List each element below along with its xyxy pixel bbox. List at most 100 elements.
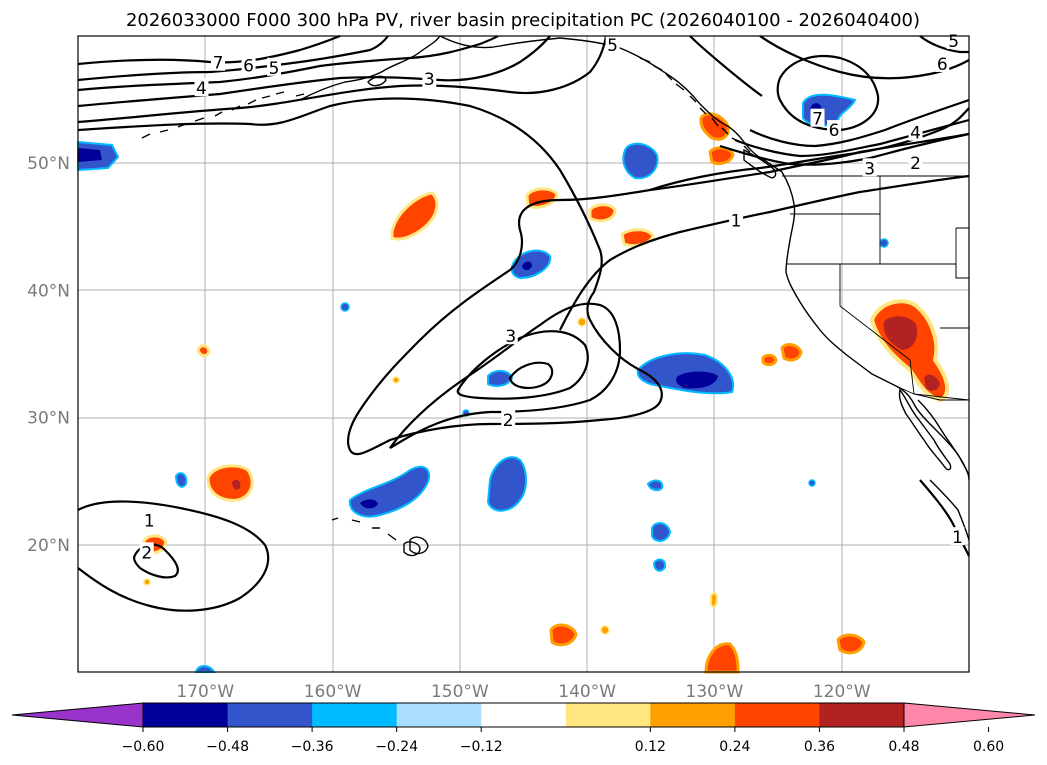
- contour-label: 3: [424, 70, 435, 90]
- colorbar-label: 0.48: [888, 739, 919, 755]
- pv-contour-3-west: [77, 35, 608, 124]
- colorbar-swatch: [819, 703, 905, 727]
- precip-pos-blob-bc-coast-2: [708, 146, 735, 166]
- contour-label: 5: [948, 32, 959, 52]
- pv-contour-1-southeast: [919, 479, 970, 557]
- lat-label: 40°N: [27, 281, 70, 301]
- colorbar-over-extension: [903, 702, 1036, 728]
- pv-contour-6-east: [749, 98, 970, 148]
- colorbar-swatch: [312, 703, 398, 727]
- lat-label: 20°N: [27, 536, 70, 556]
- colorbar-label: 0.36: [804, 739, 835, 755]
- precip-pos-blob-35n-w: [196, 344, 211, 358]
- precip-pos-dot-4: [143, 578, 151, 586]
- lon-label: 150°W: [431, 682, 489, 702]
- precip-neg-blob-25n: [486, 456, 527, 512]
- contour-label-bg: [211, 52, 226, 71]
- precip-pos-blob-bc-coast: [699, 112, 730, 141]
- pv-contour-6-west: [77, 35, 389, 82]
- colorbar-label: 0.24: [719, 739, 750, 755]
- precip-neg-dot-4: [808, 479, 816, 487]
- pv-contour-5-west: [77, 35, 499, 92]
- precip-neg-blob-gulf-bc: [622, 142, 659, 180]
- graticule: [78, 36, 969, 672]
- precip-pos-dot-3: [392, 376, 400, 384]
- hawaii-big-island: [409, 536, 429, 555]
- precip-neg-blob-24n: [646, 479, 664, 492]
- pv-contour-4-east: [734, 118, 970, 158]
- nv-border: [839, 264, 911, 361]
- precip-pos-blob-13n-b: [836, 633, 866, 655]
- colorbar-under-extension: [11, 702, 144, 728]
- colorbar-swatch: [650, 703, 736, 727]
- lon-label: 170°W: [176, 682, 234, 702]
- contour-label-bg: [810, 108, 825, 127]
- precip-pos-dot-2: [600, 625, 610, 635]
- contour-label-bg: [267, 57, 282, 76]
- contour-label: 1: [952, 528, 963, 548]
- lon-label: 160°W: [304, 682, 362, 702]
- pv-contour-1-southwest: [77, 500, 270, 612]
- contour-label-bg: [729, 210, 744, 229]
- pv-contour-4-inner: [508, 361, 554, 389]
- contour-label-bg: [862, 158, 877, 177]
- precip-pos-blob-25n-core: [232, 480, 241, 490]
- lon-label: 130°W: [686, 682, 744, 702]
- map-title: 2026033000 F000 300 hPa PV, river basin …: [126, 10, 920, 31]
- colorbar-swatch: [227, 703, 313, 727]
- contour-label: 3: [864, 159, 875, 179]
- precip-neg-dot-1: [340, 302, 350, 312]
- precip-pos-blob-35n-b: [761, 353, 778, 367]
- colorbar-swatch: [481, 703, 567, 727]
- pv-contour-2-main: [77, 97, 970, 456]
- contour-label: 3: [505, 327, 516, 347]
- precip-pos-blob-california-core: [883, 316, 918, 350]
- pv-contour-7-west: [77, 34, 341, 66]
- contour-label-bg: [422, 69, 437, 88]
- contour-label: 6: [937, 55, 948, 75]
- lat-label: 50°N: [27, 154, 70, 174]
- lat-label: 30°N: [27, 409, 70, 429]
- pv-contour-2-southwest: [132, 543, 179, 579]
- precip-neg-blob-west-edge-core: [78, 148, 102, 162]
- precip-pos-blob-25n: [206, 464, 254, 502]
- colorbar-label: −0.36: [291, 739, 334, 755]
- pv-contour-4-west: [77, 35, 551, 108]
- precip-neg-blob-43n-core: [522, 261, 532, 271]
- contour-label: 7: [812, 110, 823, 130]
- contour-label-bg: [827, 120, 842, 139]
- colorbar-label: −0.60: [122, 739, 165, 755]
- precip-pos-blob-46n: [588, 203, 617, 223]
- map-frame: [78, 36, 969, 672]
- contour-label-bg: [935, 53, 950, 72]
- contour-label: 7: [213, 54, 224, 74]
- contour-label: 5: [269, 59, 280, 79]
- contour-label: 2: [503, 411, 514, 431]
- colorbar-label: −0.48: [206, 739, 249, 755]
- us-mexico-border: [895, 385, 969, 401]
- pv-contours: [77, 34, 970, 612]
- contour-label-bg: [194, 78, 209, 97]
- contour-label: 4: [196, 79, 207, 99]
- colorbar-label: 0.12: [635, 739, 666, 755]
- contour-label-bg: [908, 153, 923, 172]
- precip-neg-blob-33n-core: [676, 371, 718, 389]
- contour-label: 6: [829, 121, 840, 141]
- precip-neg-blob-18n: [652, 558, 667, 572]
- precip-neg-blob-22n: [651, 522, 672, 542]
- mt-border: [955, 227, 969, 278]
- colorbar-swatch: [143, 703, 229, 727]
- pv-contour-5-east-top: [759, 35, 970, 80]
- precip-pos-blob-44n: [620, 228, 655, 248]
- contour-label: 1: [144, 512, 155, 532]
- borders: [782, 175, 970, 401]
- baja-california: [898, 388, 952, 471]
- coastlines: [141, 35, 970, 557]
- contour-label-bg: [501, 410, 516, 429]
- us-west-coast: [781, 171, 970, 477]
- precip-pos-blob-47n: [390, 191, 439, 241]
- colorbar-swatch: [734, 703, 820, 727]
- pv-contour-thin-bc: [689, 35, 763, 97]
- contour-label-bg: [605, 34, 620, 53]
- contour-label-bg: [139, 542, 154, 561]
